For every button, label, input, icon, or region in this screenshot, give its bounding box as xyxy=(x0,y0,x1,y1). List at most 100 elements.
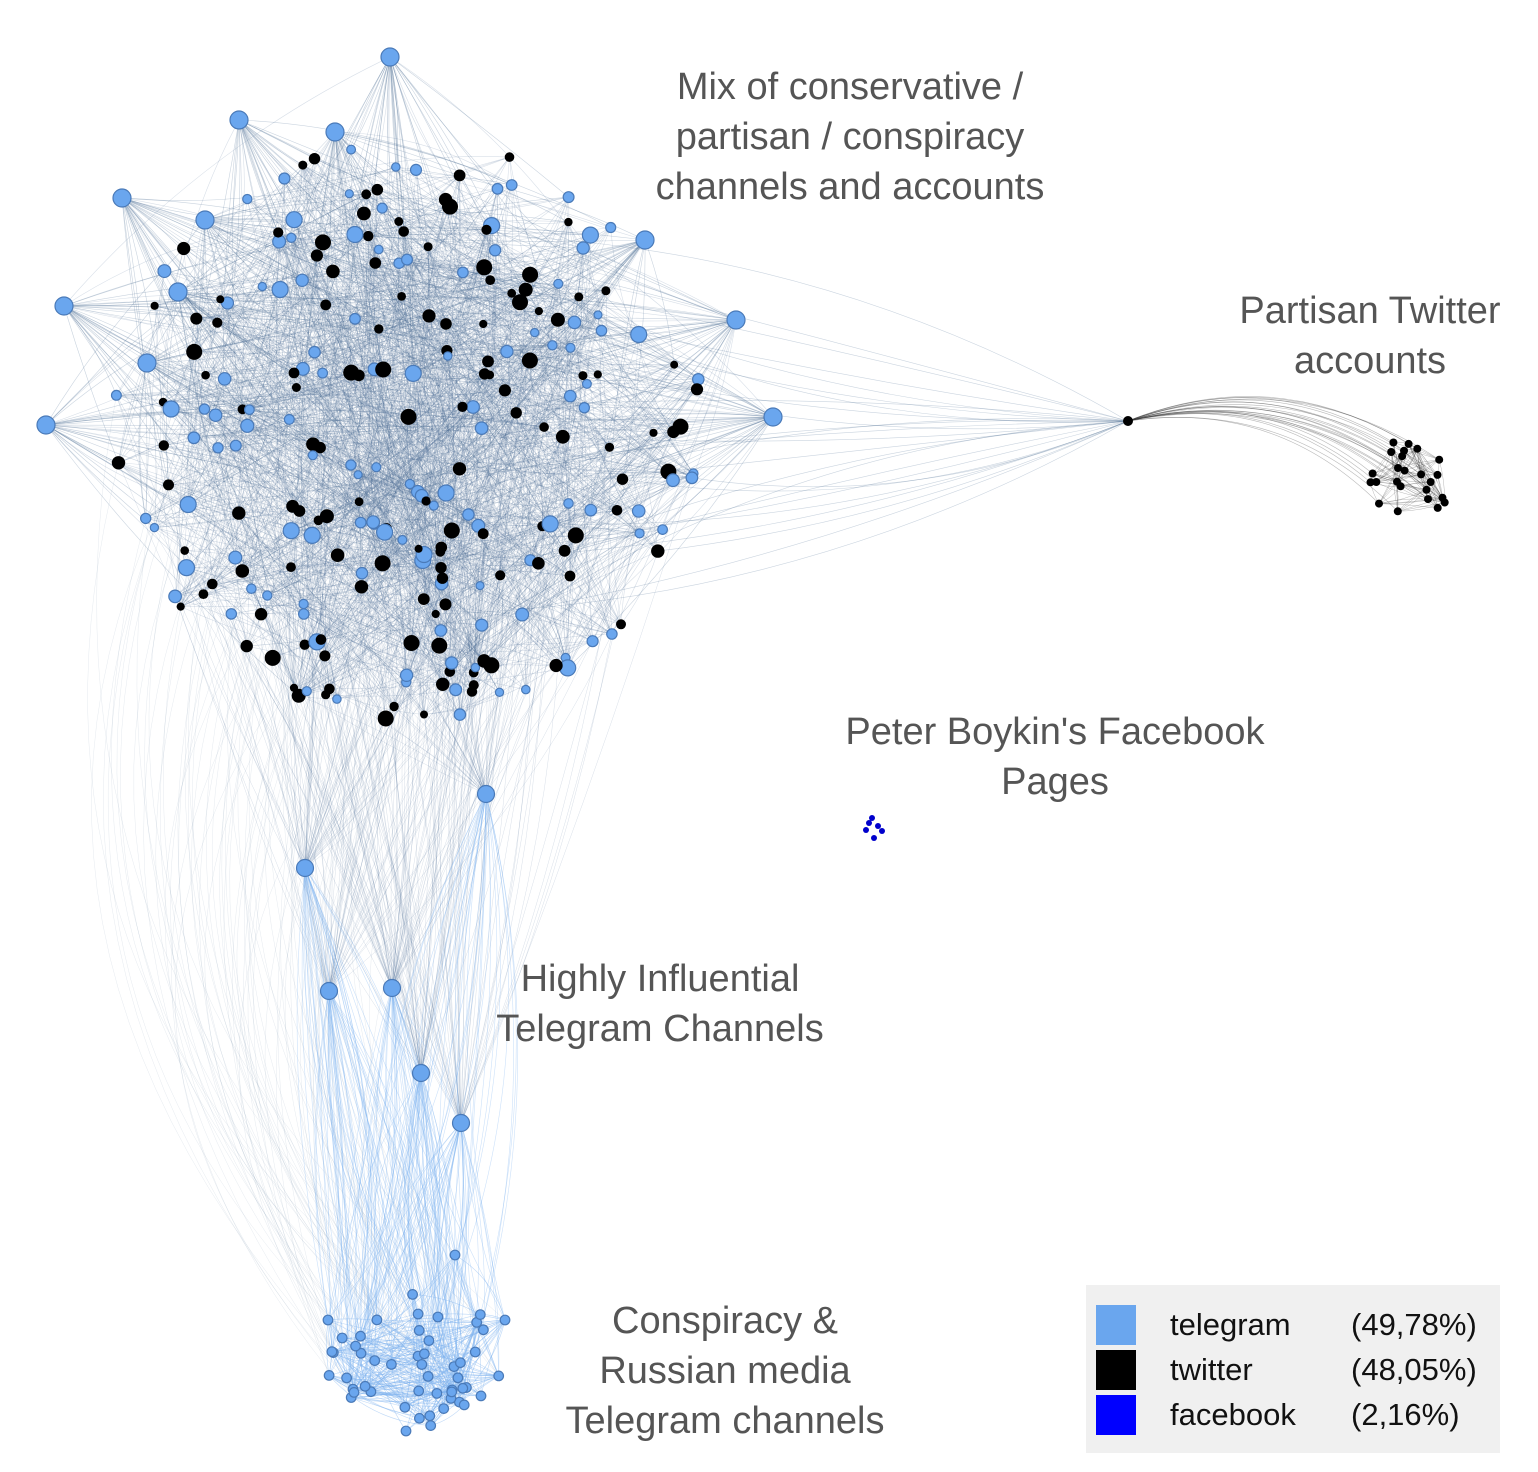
edge xyxy=(406,259,531,275)
edge xyxy=(336,575,571,700)
edge xyxy=(387,56,456,690)
twitter-node xyxy=(163,479,174,491)
telegram-node xyxy=(112,188,132,208)
telegram-node xyxy=(243,404,255,416)
legend-swatch-twitter xyxy=(1096,1350,1136,1390)
edge xyxy=(293,389,698,689)
edge xyxy=(298,364,675,697)
edge xyxy=(203,314,599,595)
edge xyxy=(406,259,531,561)
edge xyxy=(162,119,240,403)
telegram-node xyxy=(404,478,416,490)
edge xyxy=(118,374,206,463)
edge xyxy=(530,375,584,561)
edge xyxy=(320,383,588,448)
edge xyxy=(473,227,611,686)
edge xyxy=(364,262,377,468)
edge xyxy=(267,330,602,596)
edge xyxy=(447,196,569,357)
edge xyxy=(428,315,593,642)
edge xyxy=(154,527,461,715)
edge xyxy=(45,416,774,432)
edge xyxy=(154,527,539,567)
edge xyxy=(320,525,479,640)
edge xyxy=(45,424,531,561)
edge xyxy=(302,164,571,349)
twitter-node xyxy=(377,710,394,727)
twitter-node xyxy=(398,226,410,237)
edge xyxy=(350,464,473,692)
edge xyxy=(491,407,585,666)
twitter-node xyxy=(521,352,538,369)
edge xyxy=(220,299,403,541)
edge xyxy=(63,305,407,683)
edge xyxy=(303,539,403,615)
edge xyxy=(227,302,304,370)
conspiracy-telegram-node xyxy=(371,1314,383,1326)
telegram-node xyxy=(149,522,160,533)
edge xyxy=(194,351,669,472)
edge xyxy=(408,169,429,417)
label-influential-cluster: Highly Influential Telegram Channels xyxy=(470,954,850,1054)
edge xyxy=(376,466,566,659)
edge xyxy=(580,247,593,642)
twitter-node xyxy=(375,361,392,378)
edge xyxy=(302,368,387,529)
partisan-twitter-node xyxy=(1433,470,1442,479)
edge xyxy=(411,314,599,644)
edge xyxy=(375,262,591,511)
edge xyxy=(569,432,654,577)
edge xyxy=(278,156,510,242)
telegram-node xyxy=(576,241,590,255)
edge xyxy=(486,229,623,480)
twitter-node xyxy=(254,608,268,621)
edge xyxy=(398,221,489,362)
edge xyxy=(299,389,698,697)
edge xyxy=(188,296,579,505)
edge xyxy=(534,332,571,577)
edge xyxy=(442,473,694,685)
edge xyxy=(425,293,512,502)
bridge-edge xyxy=(1127,417,1399,512)
twitter-node xyxy=(477,528,489,540)
edge xyxy=(163,401,545,428)
edge xyxy=(145,406,463,519)
edge xyxy=(360,289,526,523)
edge xyxy=(320,314,599,640)
edge xyxy=(303,293,512,615)
edge xyxy=(445,323,694,474)
edge xyxy=(238,512,299,696)
edge xyxy=(378,249,479,526)
edge xyxy=(378,267,485,330)
edge xyxy=(421,373,485,496)
edge xyxy=(486,229,698,390)
edge xyxy=(361,175,460,574)
edge xyxy=(672,319,737,481)
edge xyxy=(325,304,425,715)
twitter-node xyxy=(477,654,491,668)
edge xyxy=(163,445,328,517)
telegram-node xyxy=(466,400,481,414)
edge xyxy=(170,408,386,719)
edge xyxy=(318,296,580,521)
edge xyxy=(425,500,568,669)
edge xyxy=(488,225,506,391)
edge xyxy=(300,149,352,656)
edge xyxy=(154,299,221,307)
edge xyxy=(238,119,699,380)
telegram-node xyxy=(308,345,321,359)
edge xyxy=(193,315,430,439)
edge xyxy=(249,409,565,552)
edge xyxy=(194,296,579,354)
edge xyxy=(63,305,452,531)
edge xyxy=(238,512,305,645)
edge xyxy=(481,523,551,626)
edge xyxy=(116,395,305,645)
edge xyxy=(337,555,456,691)
edge xyxy=(377,189,447,494)
edge xyxy=(247,234,356,426)
edge xyxy=(574,322,694,474)
edge xyxy=(163,373,414,446)
edge xyxy=(590,334,639,511)
telegram-node xyxy=(547,340,558,351)
